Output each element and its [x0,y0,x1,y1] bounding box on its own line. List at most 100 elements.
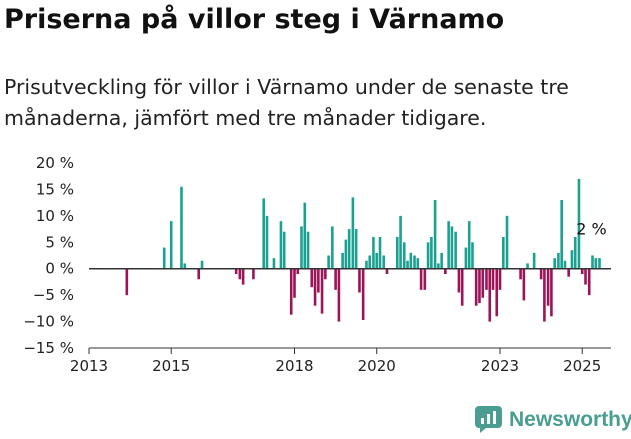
bar [378,237,382,269]
bar [454,231,457,269]
x-tick-label: 2018 [275,357,313,375]
bar [402,242,406,269]
bar [594,258,598,269]
bar [598,258,601,269]
y-tick-label: 10 % [36,207,74,225]
x-tick-label: 2020 [358,357,396,375]
bar [416,258,420,269]
bar [162,247,166,269]
bar [375,252,379,269]
bar [372,237,375,269]
bar [505,215,509,269]
bar [491,268,495,290]
bar [296,268,300,274]
bar [584,268,587,285]
y-tick-label: −10 % [23,313,74,331]
bar [265,215,269,269]
bar [543,268,546,322]
x-tick-label: 2023 [481,357,519,375]
bar [279,221,283,269]
bar [361,268,365,320]
newsworthy-logo-icon [475,406,502,433]
bar [272,258,276,269]
chart-title: Priserna på villor steg i Värnamo [4,4,505,35]
y-tick-label: −15 % [23,339,74,357]
bar [495,268,499,317]
bar [183,263,187,269]
x-tick-label: 2013 [70,357,108,375]
bar [347,229,351,269]
bar [570,250,574,269]
bar [532,252,536,269]
bar [303,202,307,269]
y-tick-label: 20 % [36,154,74,172]
bar [282,231,286,269]
bar [481,268,485,298]
bar [300,226,303,269]
bar [522,268,526,301]
bar [289,268,293,315]
bar [546,268,550,306]
bar [474,268,478,306]
bar [262,198,265,269]
x-tick-label: 2025 [563,357,601,375]
bar [573,237,577,269]
bar-chart: 20 %15 %10 %5 %0 %−5 %−10 %−15 % 2013 201… [23,154,611,375]
bar [368,255,372,269]
bar [197,268,201,280]
bar [200,260,204,269]
bar [395,237,399,269]
bar [399,215,402,269]
bar [306,231,310,269]
bar [241,268,245,285]
bar [587,268,591,296]
bar [447,221,450,269]
bar [478,268,481,304]
bar [419,268,423,290]
bar [317,268,320,293]
bar [344,239,348,269]
bar [293,268,296,298]
bar [591,255,594,269]
bar [358,268,361,293]
bar [351,197,355,269]
bar [467,221,471,269]
bar [557,252,560,269]
bar [430,237,433,269]
bar [577,178,581,269]
bar [550,268,553,317]
bar [234,268,238,274]
bar [444,268,447,274]
brand-logo: Newsworthy [475,406,631,433]
bar [485,268,488,290]
bar [382,255,385,269]
axes [88,267,611,354]
bar [433,200,437,269]
bar [354,229,358,269]
bar [125,268,129,296]
bar [519,268,522,280]
bar [471,242,474,269]
bar [331,226,334,269]
bar [385,268,389,274]
chart-subtitle: Prisutveckling för villor i Värnamo unde… [4,75,569,130]
bar [437,263,440,269]
x-tick-label: 2015 [152,357,190,375]
bar [252,268,255,280]
bar [320,268,324,314]
bar [539,268,543,280]
bar [563,260,567,269]
x-axis-labels: 2013 2015 2018 2020 2023 2025 [70,357,601,375]
bar [450,226,454,269]
y-axis-labels: 20 % 15 % 10 % 5 % 0 % −5 % −10 % −15 % [23,154,74,357]
bar [341,252,344,269]
bar [365,260,368,269]
bar [334,268,337,290]
bar [413,255,416,269]
bar [457,268,461,293]
y-tick-label: 5 % [45,233,74,251]
bar [502,237,505,269]
bar [409,252,413,269]
bar [460,268,464,306]
bar [324,268,327,280]
